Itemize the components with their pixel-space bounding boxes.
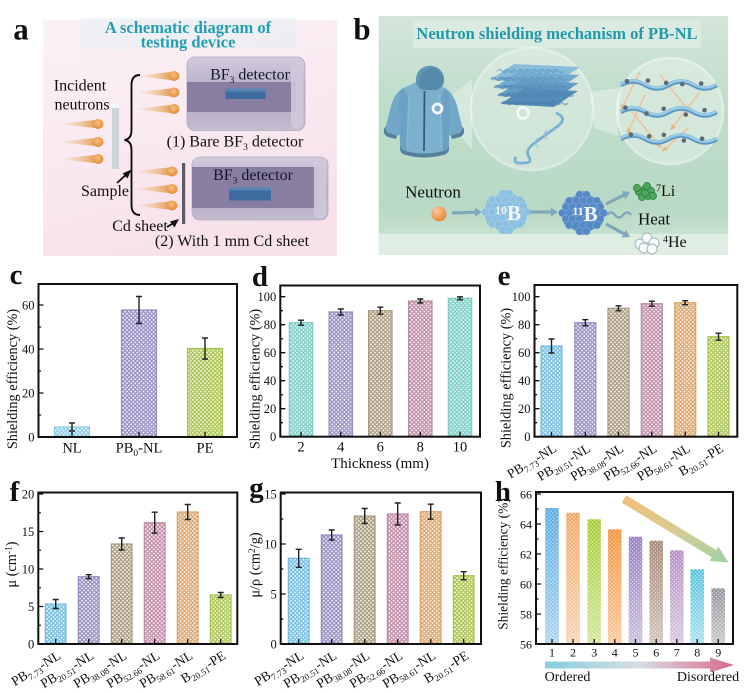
svg-text:2: 2 bbox=[297, 440, 304, 456]
svg-text:60: 60 bbox=[518, 346, 531, 360]
svg-text:Incident: Incident bbox=[54, 78, 107, 95]
svg-text:8: 8 bbox=[417, 440, 424, 456]
svg-text:neutrons: neutrons bbox=[54, 97, 109, 114]
svg-text:64: 64 bbox=[520, 517, 532, 531]
svg-text:60: 60 bbox=[22, 298, 35, 312]
svg-text:10: 10 bbox=[453, 440, 468, 456]
svg-text:Cd sheet: Cd sheet bbox=[112, 218, 168, 235]
svg-text:9: 9 bbox=[715, 646, 721, 660]
svg-text:Shielding efficiency (%): Shielding efficiency (%) bbox=[499, 308, 515, 449]
svg-text:BF3 detector: BF3 detector bbox=[210, 67, 291, 87]
svg-text:Shielding efficiency (%): Shielding efficiency (%) bbox=[496, 498, 511, 629]
svg-text:100: 100 bbox=[512, 290, 531, 304]
svg-text:11B: 11B bbox=[572, 202, 597, 226]
svg-text:8: 8 bbox=[694, 646, 700, 660]
svg-text:Ordered: Ordered bbox=[545, 670, 591, 685]
svg-text:10B: 10B bbox=[495, 201, 521, 225]
svg-text:e: e bbox=[498, 260, 511, 292]
svg-text:Shielding efficiency (%): Shielding efficiency (%) bbox=[5, 309, 21, 450]
svg-text:66: 66 bbox=[520, 487, 532, 501]
svg-text:62: 62 bbox=[520, 547, 532, 561]
svg-text:20: 20 bbox=[518, 402, 531, 416]
svg-text:Sample: Sample bbox=[81, 183, 129, 200]
svg-text:Shielding efficiency (%): Shielding efficiency (%) bbox=[248, 309, 264, 450]
svg-text:0: 0 bbox=[270, 637, 276, 651]
svg-text:1: 1 bbox=[549, 646, 555, 660]
svg-text:58: 58 bbox=[520, 607, 532, 621]
svg-text:μ (cm-1): μ (cm-1) bbox=[4, 541, 20, 587]
svg-text:0: 0 bbox=[28, 430, 34, 444]
svg-text:b: b bbox=[353, 12, 370, 47]
svg-text:15: 15 bbox=[264, 487, 277, 501]
svg-text:40: 40 bbox=[264, 374, 277, 388]
svg-text:20: 20 bbox=[22, 386, 35, 400]
svg-text:56: 56 bbox=[520, 637, 532, 651]
svg-text:Heat: Heat bbox=[638, 210, 670, 229]
svg-text:80: 80 bbox=[518, 318, 531, 332]
svg-text:μ/ρ (cm2/g): μ/ρ (cm2/g) bbox=[248, 532, 264, 597]
svg-text:20: 20 bbox=[264, 402, 277, 416]
svg-text:0: 0 bbox=[524, 430, 530, 444]
svg-text:PE: PE bbox=[197, 441, 214, 457]
svg-text:Neutron shielding mechanism of: Neutron shielding mechanism of PB-NL bbox=[416, 24, 697, 43]
svg-text:7: 7 bbox=[674, 646, 680, 660]
svg-text:a: a bbox=[13, 12, 29, 47]
svg-text:7Li: 7Li bbox=[656, 183, 676, 200]
svg-text:(2) With 1 mm Cd sheet: (2) With 1 mm Cd sheet bbox=[155, 233, 310, 250]
svg-text:20: 20 bbox=[22, 487, 35, 501]
svg-text:0: 0 bbox=[270, 430, 276, 444]
svg-text:10: 10 bbox=[22, 562, 35, 576]
svg-text:g: g bbox=[249, 472, 264, 504]
svg-text:(1) Bare BF3 detector: (1) Bare BF3 detector bbox=[167, 134, 304, 154]
svg-text:60: 60 bbox=[520, 577, 532, 591]
svg-text:c: c bbox=[10, 259, 23, 291]
svg-text:5: 5 bbox=[270, 587, 276, 601]
svg-text:Thickness (mm): Thickness (mm) bbox=[331, 456, 429, 472]
svg-text:h: h bbox=[495, 476, 511, 508]
svg-text:Disordered: Disordered bbox=[677, 670, 739, 685]
svg-text:PB0-NL: PB0-NL bbox=[116, 441, 163, 460]
svg-text:40: 40 bbox=[22, 342, 35, 356]
svg-text:80: 80 bbox=[264, 318, 277, 332]
svg-text:3: 3 bbox=[591, 646, 597, 660]
svg-text:4He: 4He bbox=[663, 234, 687, 251]
svg-text:BF3 detector: BF3 detector bbox=[213, 167, 294, 187]
svg-text:testing device: testing device bbox=[141, 33, 236, 52]
svg-text:6: 6 bbox=[653, 646, 659, 660]
svg-text:6: 6 bbox=[377, 440, 384, 456]
svg-text:5: 5 bbox=[28, 600, 34, 614]
svg-text:40: 40 bbox=[518, 374, 531, 388]
svg-text:NL: NL bbox=[62, 441, 81, 457]
svg-text:Neutron: Neutron bbox=[405, 183, 461, 202]
svg-text:f: f bbox=[10, 476, 20, 508]
svg-text:15: 15 bbox=[22, 525, 35, 539]
svg-text:5: 5 bbox=[633, 646, 639, 660]
svg-text:d: d bbox=[252, 261, 268, 293]
svg-text:4: 4 bbox=[612, 646, 618, 660]
svg-text:60: 60 bbox=[264, 346, 277, 360]
svg-text:0: 0 bbox=[28, 637, 34, 651]
svg-text:4: 4 bbox=[337, 440, 345, 456]
svg-text:2: 2 bbox=[570, 646, 576, 660]
svg-text:10: 10 bbox=[264, 537, 277, 551]
svg-text:100: 100 bbox=[258, 290, 277, 304]
svg-text:A schematic diagram of: A schematic diagram of bbox=[105, 18, 272, 37]
